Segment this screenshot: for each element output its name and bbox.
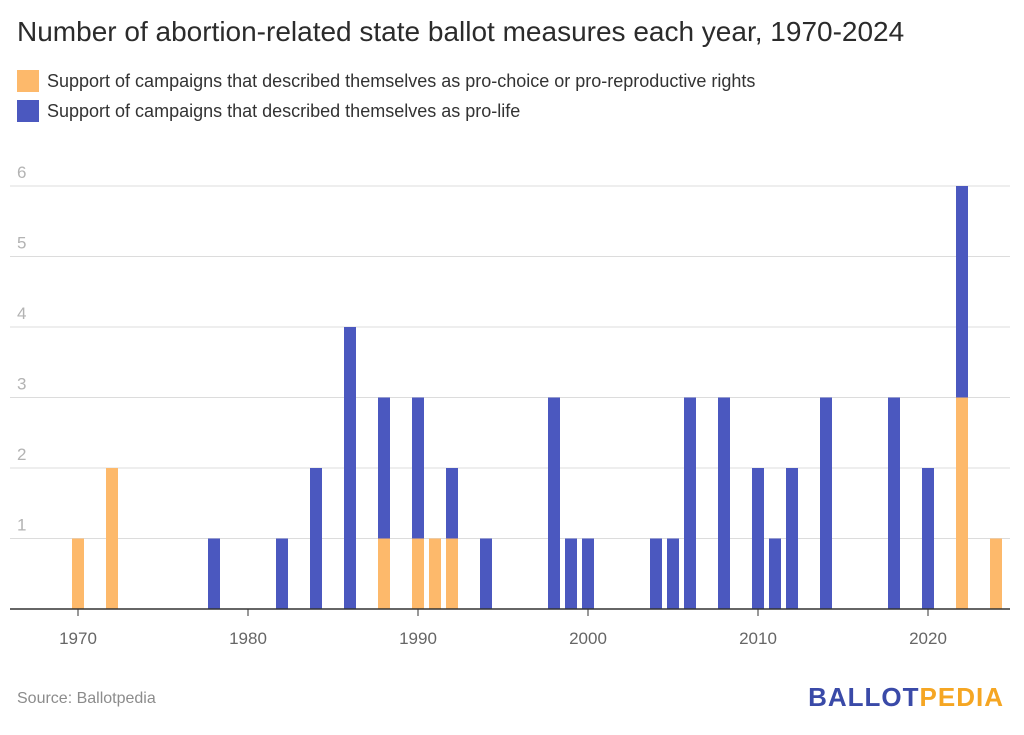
bar-pro-life [565,538,577,609]
bar-pro-choice [378,538,390,609]
y-tick-label: 5 [17,234,26,253]
bar-pro-life [446,468,458,539]
bar-pro-life [820,397,832,609]
x-tick-label: 2010 [739,629,777,648]
x-tick-label: 2000 [569,629,607,648]
bar-pro-choice [446,538,458,609]
bar-pro-choice [990,538,1002,609]
bar-pro-life [956,186,968,398]
bar-pro-life [208,538,220,609]
y-tick-label: 6 [17,163,26,182]
chart-title: Number of abortion-related state ballot … [17,16,905,47]
bar-pro-life [582,538,594,609]
legend-item-pro-life: Support of campaigns that described them… [17,96,755,126]
y-tick-label: 3 [17,375,26,394]
bar-pro-life [888,397,900,609]
source-note: Source: Ballotpedia [17,690,156,707]
bar-pro-life [786,468,798,609]
bar-pro-life [276,538,288,609]
bar-pro-life [378,397,390,539]
bar-pro-life [344,327,356,609]
bar-pro-choice [72,538,84,609]
bar-pro-life [548,397,560,609]
bar-pro-life [667,538,679,609]
bar-pro-life [752,468,764,609]
bar-pro-choice [412,538,424,609]
legend-label-pro-life: Support of campaigns that described them… [47,100,521,121]
bar-pro-life [718,397,730,609]
ballotpedia-logo: BALLOTPEDIA [808,682,1004,713]
bar-pro-choice [956,397,968,609]
bar-pro-life [412,397,424,539]
bar-pro-life [310,468,322,609]
bar-pro-life [922,468,934,609]
bar-pro-choice [429,538,441,609]
x-tick-label: 1990 [399,629,437,648]
bar-pro-life [684,397,696,609]
legend-item-pro-choice: Support of campaigns that described them… [17,66,755,96]
legend-swatch-pro-life [17,100,39,122]
y-tick-label: 2 [17,445,26,464]
legend-label-pro-choice: Support of campaigns that described them… [47,70,756,91]
bar-pro-life [769,538,781,609]
y-tick-label: 1 [17,516,26,535]
x-tick-label: 1980 [229,629,267,648]
bar-pro-choice [106,468,118,609]
chart-legend: Support of campaigns that described them… [17,66,755,126]
logo-part-pedia: PEDIA [919,682,1004,712]
x-tick-label: 2020 [909,629,947,648]
bar-chart: 1 2 3 4 5 6 1970 1980 1990 2000 2010 2020 [10,163,1010,648]
x-tick-label: 1970 [59,629,97,648]
bar-pro-life [650,538,662,609]
y-tick-label: 4 [17,304,26,323]
bar-pro-life [480,538,492,609]
logo-part-ballot: BALLOT [808,682,920,712]
legend-swatch-pro-choice [17,70,39,92]
